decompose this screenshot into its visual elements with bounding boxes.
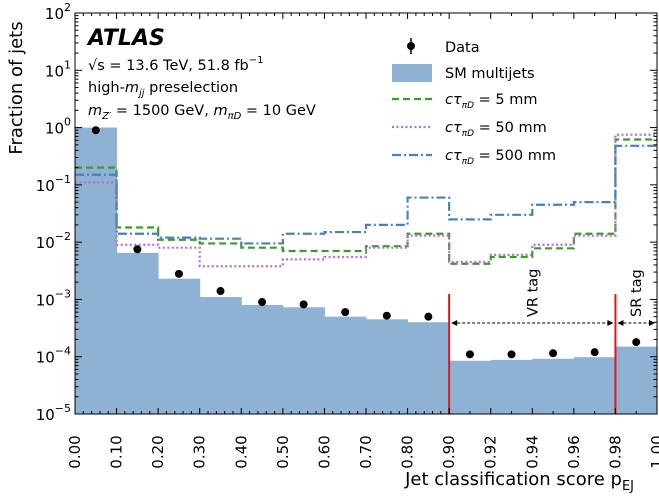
mass-m2: m [213, 103, 227, 119]
data-point-0 [91, 126, 100, 135]
sm-bar-7 [366, 319, 409, 414]
sm-bar-6 [324, 316, 367, 414]
region-arrow-head-left-0 [451, 320, 458, 326]
x-tick-label-10: 0.92 [482, 435, 500, 468]
y-tick-label-1: 10−4 [36, 345, 71, 367]
data-point-1 [133, 245, 142, 254]
y-tick-label-6: 101 [45, 58, 71, 80]
legend-sm-label: SM multijets [445, 66, 535, 82]
region-label-0: VR tag [525, 269, 541, 317]
sm-bar-3 [199, 297, 242, 414]
mass-sub2: πD [228, 111, 242, 122]
mass-sub1: Z′ [101, 111, 112, 122]
sm-bar-2 [158, 278, 201, 414]
y-tick-label-0: 10−5 [36, 402, 71, 424]
data-point-7 [382, 311, 391, 320]
sm-bar-1 [116, 252, 159, 414]
presel-m: m [125, 80, 139, 96]
y-axis-title: Fraction of jets [6, 21, 27, 154]
legend-data-label: Data [445, 40, 480, 56]
x-tick-label-6: 0.60 [315, 435, 333, 468]
region-arrow-head-right-0 [607, 320, 614, 326]
sm-bar-10 [490, 359, 533, 414]
y-tick-label-2: 10−3 [36, 287, 71, 309]
sm-bar-4 [241, 304, 284, 414]
legend: Data SM multijets cτπD = 5 mm cτπD = 50 … [392, 38, 556, 167]
x-tick-label-7: 0.70 [357, 435, 375, 468]
legend-50mm-label: cτπD = 50 mm [445, 120, 547, 139]
atlas-label: ATLAS [86, 26, 165, 51]
plot-area: VR tag SR tag [75, 126, 657, 414]
x-tick-label-1: 0.10 [108, 435, 126, 468]
data-point-5 [299, 300, 308, 309]
axes: 0.00 0.10 0.20 0.30 0.40 0.50 0.60 0.70 0.80 0.90… [36, 1, 659, 469]
x-tick-label-13: 0.98 [606, 435, 624, 468]
presel-sub: jj [137, 88, 145, 99]
data-point-10 [507, 350, 516, 359]
x-axis-title: Jet classification score pEJ [404, 469, 634, 493]
sm-bar-11 [532, 358, 575, 414]
legend-sm-swatch [392, 64, 432, 82]
y-tick-label-3: 10−2 [36, 230, 71, 252]
x-tick-label-4: 0.40 [232, 435, 250, 468]
legend-5mm-label: cτπD = 5 mm [445, 92, 538, 111]
mass-m1: m [88, 103, 102, 119]
presel-prefix: high- [88, 80, 125, 96]
x-tick-label-0: 0.00 [66, 435, 84, 468]
sm-bar-9 [449, 360, 492, 414]
region-arrow-head-right-1 [649, 320, 655, 326]
data-point-13 [632, 338, 641, 347]
y-tick-label-5: 100 [45, 116, 71, 138]
energy-lumi-label: √s = 13.6 TeV, 51.8 fb−1 [88, 55, 263, 74]
region-arrow-head-left-1 [617, 320, 624, 326]
data-point-8 [424, 312, 433, 321]
mass-mid: = 1500 GeV, [111, 103, 213, 119]
x-tick-label-8: 0.80 [399, 435, 417, 468]
preselection-label: high-mjj preselection [88, 80, 238, 99]
data-point-2 [174, 269, 183, 278]
data-point-12 [590, 348, 599, 357]
lumi-exponent: −1 [249, 55, 264, 66]
x-tick-label-3: 0.30 [191, 435, 209, 468]
legend-data-marker [407, 38, 415, 54]
data-point-11 [549, 349, 558, 358]
data-point-9 [465, 350, 474, 359]
data-point-6 [341, 308, 350, 317]
presel-suffix: preselection [145, 80, 239, 96]
data-point-4 [258, 298, 267, 307]
x-tick-label-9: 0.90 [440, 435, 458, 468]
signal-line-2 [75, 138, 657, 265]
x-tick-label-11: 0.94 [523, 435, 541, 468]
data-point-3 [216, 287, 225, 296]
y-tick-label-7: 102 [45, 1, 71, 23]
signal-line-4 [75, 144, 657, 245]
sm-bar-8 [407, 322, 450, 414]
sm-bar-12 [573, 357, 616, 414]
region-label-1: SR tag [629, 269, 645, 317]
sm-bar-13 [615, 346, 657, 414]
sm-bar-0 [75, 127, 118, 414]
mass-end: = 10 GeV [241, 103, 316, 119]
mass-label: mZ′ = 1500 GeV, mπD = 10 GeV [88, 103, 316, 122]
sqrt-s: √s [88, 58, 105, 74]
energy-lumi-text: = 13.6 TeV, 51.8 fb [105, 58, 249, 74]
legend-500mm-label: cτπD = 500 mm [445, 148, 556, 167]
x-tick-label-12: 0.96 [565, 435, 583, 468]
signal-line-3 [75, 133, 657, 268]
x-tick-label-5: 0.50 [274, 435, 292, 468]
y-tick-label-4: 10−1 [36, 173, 71, 195]
x-tick-label-2: 0.20 [149, 435, 167, 468]
x-tick-label-14: 1.00 [648, 435, 659, 468]
sm-bar-5 [282, 307, 325, 414]
